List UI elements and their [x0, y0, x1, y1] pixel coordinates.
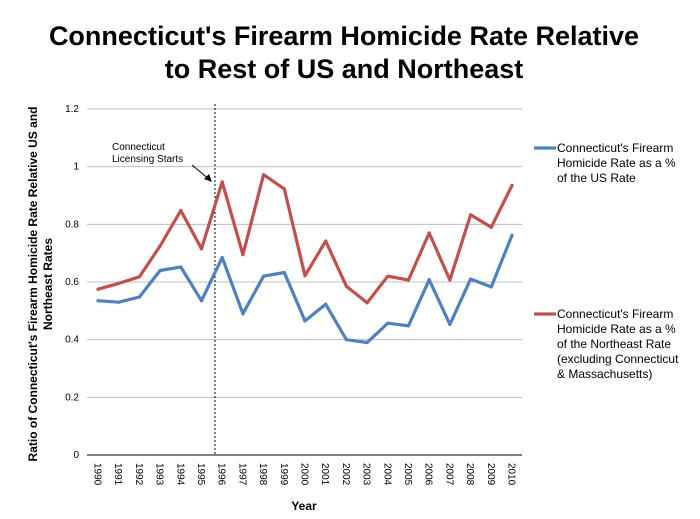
series-2-point [427, 231, 431, 235]
series-2-point [469, 213, 473, 217]
chart-title-line-2: to Rest of US and Northeast [165, 54, 524, 84]
series-2-point [489, 225, 493, 229]
x-tick-label: 2004 [381, 463, 392, 486]
series-1-point [489, 285, 493, 289]
y-axis-ticks: 0 0.2 0.4 0.6 0.8 1 1.2 [65, 104, 79, 461]
y-tick-label: 0.2 [65, 392, 79, 403]
series-1-point [282, 270, 286, 275]
series-2-point [344, 284, 348, 288]
series-2-point [386, 274, 390, 278]
series-2-point [117, 281, 121, 286]
series-line-2 [96, 173, 514, 305]
series-1-point [469, 277, 473, 281]
x-tick-label: 2001 [319, 463, 330, 486]
x-tick-label: 1993 [154, 463, 165, 486]
x-tick-label: 2007 [443, 463, 454, 486]
legend-label-1: of the US Rate [557, 171, 636, 185]
x-tick-label: 1994 [174, 463, 185, 486]
series-2-point [303, 274, 307, 278]
y-tick-label: 0.4 [65, 335, 79, 346]
x-axis-ticks: 1990 1991 1992 1993 1994 1995 1996 1997 1998 1999… [92, 463, 517, 486]
series-2-point [179, 208, 183, 213]
series-1-point [96, 299, 100, 303]
y-axis-title-line-2: Northeast Rates [41, 238, 55, 330]
series-lines [96, 173, 514, 345]
x-tick-label: 2006 [423, 463, 434, 486]
x-tick-label: 1995 [195, 463, 206, 486]
legend-label-2: Homicide Rate as a % [557, 322, 676, 336]
y-tick-label: 1.2 [65, 104, 79, 115]
y-axis-title: Ratio of Connecticut's Firearm Homicide … [26, 107, 55, 462]
x-tick-label: 2002 [340, 463, 351, 486]
series-1-point [406, 324, 411, 328]
series-1-point [386, 321, 390, 325]
x-tick-label: 1991 [112, 463, 123, 486]
series-1-point [158, 268, 162, 273]
series-1-point [324, 302, 328, 306]
legend-label-1: Connecticut's Firearm [557, 141, 673, 155]
series-1-point [303, 319, 307, 323]
series-2-point [137, 275, 141, 279]
series-line-1 [96, 233, 514, 345]
series-1-point [427, 278, 431, 282]
x-tick-label: 2003 [361, 463, 372, 486]
gridlines [87, 108, 522, 398]
y-tick-label: 0.6 [65, 277, 79, 288]
x-tick-label: 1998 [257, 463, 268, 486]
series-2-point [220, 180, 224, 184]
x-tick-label: 1999 [278, 463, 289, 486]
series-2-point [282, 187, 286, 191]
x-tick-label: 2005 [402, 463, 413, 486]
x-tick-label: 1992 [133, 463, 144, 486]
series-1-point [199, 299, 204, 303]
series-2-point [324, 239, 328, 243]
legend-label-1: Homicide Rate as a % [557, 156, 676, 170]
x-tick-label: 1996 [216, 463, 227, 486]
annotation-label-line-1: Connecticut [112, 142, 165, 153]
series-2-point [510, 183, 514, 188]
series-2-point [406, 278, 411, 282]
series-1-point [179, 265, 183, 269]
annotation-arrowhead [204, 174, 212, 182]
series-2-point [96, 287, 100, 291]
y-tick-label: 1 [73, 162, 79, 173]
series-1-point [344, 338, 348, 342]
x-axis-title: Year [291, 499, 317, 513]
chart-title-line-1: Connecticut's Firearm Homicide Rate Rela… [49, 21, 639, 51]
legend-label-2: & Massachusetts) [557, 367, 652, 381]
legend-label-2: (excluding Connecticut [557, 352, 679, 366]
series-1-point [137, 295, 141, 299]
x-tick-label: 2000 [299, 463, 310, 486]
legend-label-2: Connecticut's Firearm [557, 307, 673, 321]
annotation-label-line-2: Licensing Starts [112, 154, 183, 165]
x-tick-label: 1997 [236, 463, 247, 486]
series-1-point [117, 300, 121, 304]
series-2-point [262, 173, 266, 177]
annotation: Connecticut Licensing Starts [112, 104, 216, 455]
series-2-point [199, 247, 204, 251]
x-tick-label: 2010 [506, 463, 517, 486]
series-1-point [241, 312, 245, 316]
x-tick-label: 2008 [464, 463, 475, 486]
x-tick-label: 2009 [485, 463, 496, 486]
series-1-point [510, 233, 514, 237]
series-2-point [241, 253, 245, 257]
series-2-point [365, 301, 369, 305]
series-1-point [365, 340, 369, 345]
x-tick-label: 1990 [92, 463, 103, 486]
y-tick-label: 0 [73, 450, 79, 461]
series-1-point [262, 274, 266, 278]
y-axis-title-line-1: Ratio of Connecticut's Firearm Homicide … [26, 107, 40, 462]
legend-label-2: of the Northeast Rate [557, 337, 671, 351]
series-2-point [448, 278, 452, 282]
series-1-point [448, 322, 452, 326]
y-tick-label: 0.8 [65, 219, 79, 230]
series-2-point [158, 244, 162, 248]
series-1-point [220, 255, 224, 260]
